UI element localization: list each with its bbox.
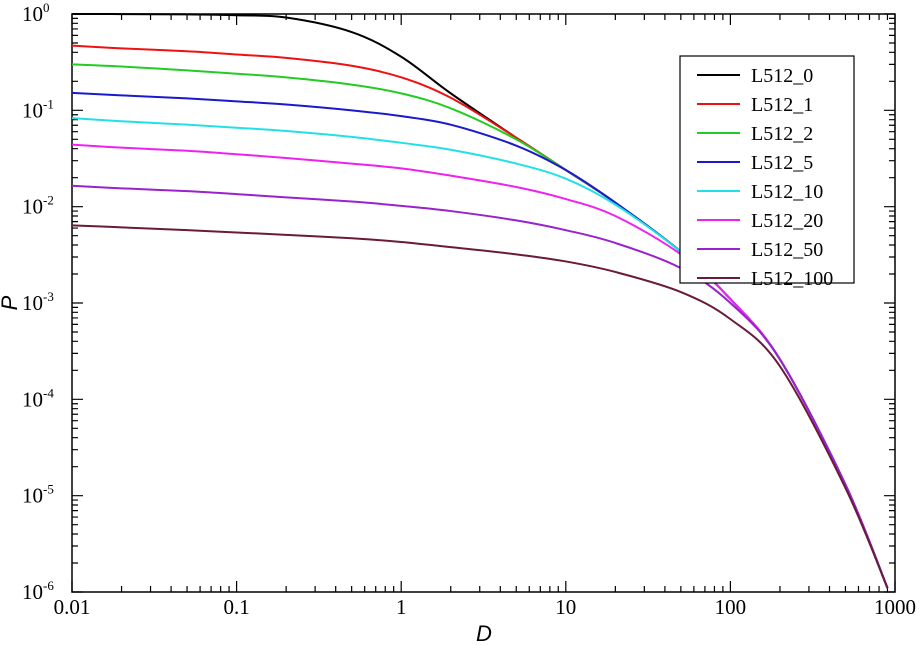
axis-ticks [71, 13, 896, 593]
x-tick-label: 0.01 [54, 595, 91, 619]
x-tick-labels: 0.01 0.1 1 10 100 1000 [54, 595, 916, 619]
legend-label: L512_0 [751, 65, 813, 87]
y-tick-labels: 100 10-1 10-2 10-3 10-4 10-5 10-6 [22, 0, 54, 604]
series-lines [71, 13, 889, 589]
legend-label: L512_2 [751, 123, 813, 145]
legend-label: L512_10 [751, 181, 823, 203]
y-tick-label: 10-5 [22, 482, 54, 508]
x-tick-label: 0.1 [223, 595, 249, 619]
y-tick-label: 100 [22, 0, 50, 26]
y-tick-label: 10-1 [22, 96, 54, 122]
x-tick-label: 10 [555, 595, 576, 619]
legend: L512_0 L512_1 L512_2 L512_5 L512_10 L512_20 L5… [679, 55, 855, 290]
y-axis-title: P [0, 295, 22, 310]
legend-label: L512_20 [751, 210, 823, 232]
x-tick-label: 1000 [874, 595, 916, 619]
x-tick-label: 1 [396, 595, 407, 619]
y-tick-label: 10-2 [22, 193, 54, 219]
legend-label: L512_5 [751, 152, 813, 174]
x-axis-title: D [476, 621, 492, 645]
y-tick-label: 10-3 [22, 289, 54, 315]
series-line-l512-100 [71, 224, 889, 589]
y-tick-label: 10-4 [22, 385, 54, 411]
legend-label: L512_50 [751, 239, 823, 261]
legend-label: L512_1 [751, 94, 813, 116]
y-tick-label: 10-6 [22, 578, 54, 604]
x-tick-label: 100 [715, 595, 747, 619]
legend-box [679, 55, 855, 284]
legend-label: L512_100 [751, 268, 833, 290]
tick-marks [71, 13, 896, 593]
series-line-l512-50 [71, 184, 889, 589]
